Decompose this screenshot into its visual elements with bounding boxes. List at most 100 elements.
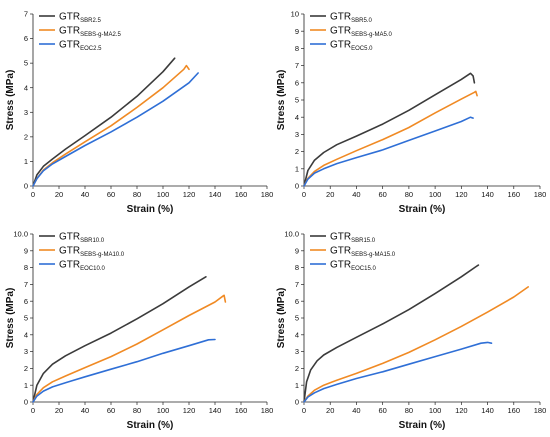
x-tick-label: 100: [157, 190, 170, 199]
chart-panel-4: 0 20 40 60 80 100 120 140 160 180 0 1 2 3 4 5 6 7 8 9 10.0 St…: [276, 230, 546, 431]
y-tick-label: 6: [295, 78, 299, 87]
y-tick-label: 5: [24, 59, 28, 68]
x-tick-label: 180: [534, 190, 547, 199]
y-tick-label: 2: [295, 147, 299, 156]
legend-name: GTR: [330, 12, 351, 23]
y-tick-label: 4: [295, 330, 299, 339]
y-tick-label: 2: [295, 364, 299, 373]
x-tick-label: 180: [534, 406, 547, 415]
series-line-3: [32, 72, 199, 187]
series-line-1: [32, 57, 176, 187]
y-tick-label: 0: [295, 398, 299, 407]
x-tick-label: 120: [183, 190, 196, 199]
legend-name: GTR: [59, 26, 80, 37]
y-tick-label: 3: [295, 347, 299, 356]
x-axis-title: Strain (%): [127, 420, 174, 431]
series-line-3: [303, 116, 474, 187]
y-tick-label: 1: [24, 381, 28, 390]
x-tick-label: 40: [81, 406, 89, 415]
x-tick-label: 0: [302, 190, 306, 199]
legend-entry: GTRSBR10.0: [59, 232, 105, 245]
y-tick-label: 6: [295, 297, 299, 306]
y-tick-label: 7: [24, 10, 28, 19]
legend-entry: GTREOC10.0: [59, 260, 105, 273]
series-line-1: [303, 72, 476, 187]
y-tick-label: 0: [24, 398, 28, 407]
legend-name: GTR: [59, 232, 80, 243]
y-tick-label: 3: [295, 130, 299, 139]
x-tick-label: 80: [405, 190, 413, 199]
y-tick-label: 5: [295, 96, 299, 105]
x-tick-label: 160: [235, 406, 248, 415]
x-axis-title: Strain (%): [399, 204, 446, 215]
legend-name: GTR: [59, 246, 80, 257]
series-line-2: [303, 286, 530, 403]
x-tick-label: 80: [405, 406, 413, 415]
y-tick-label: 2: [24, 132, 28, 141]
legend-subscript: SEBS-g-MA5.0: [351, 32, 392, 38]
y-tick-label: 9: [295, 27, 299, 36]
series-line-2: [32, 64, 190, 187]
x-tick-label: 60: [378, 190, 386, 199]
x-tick-label: 40: [352, 190, 360, 199]
y-axis-title: Stress (MPa): [5, 70, 16, 131]
x-axis-title: Strain (%): [399, 420, 446, 431]
chart-panel-2: 0 20 40 60 80 100 120 140 160 180 0 1 2 3 4 5 6 7 8 9 10 Stra…: [276, 10, 546, 215]
x-tick-label: 100: [429, 190, 442, 199]
y-tick-label: 1: [295, 381, 299, 390]
x-tick-label: 20: [55, 406, 63, 415]
x-tick-label: 140: [481, 190, 494, 199]
y-tick-label: 7: [295, 61, 299, 70]
legend-entry: GTREOC2.5: [59, 40, 102, 53]
legend-name: GTR: [330, 246, 351, 257]
y-tick-label: 4: [295, 113, 299, 122]
legend-name: GTR: [59, 40, 80, 51]
legend-entry: GTRSBR2.5: [59, 12, 101, 25]
x-tick-label: 0: [31, 190, 35, 199]
legend-entry: GTRSEBS-g-MA15.0: [330, 246, 396, 259]
y-axis-title: Stress (MPa): [276, 288, 287, 349]
series-line-1: [32, 275, 207, 403]
legend-entry: GTRSEBS-g-MA2.5: [59, 26, 121, 39]
series-line-2: [32, 294, 227, 403]
y-tick-label: 1: [24, 157, 28, 166]
y-axis-title: Stress (MPa): [276, 70, 287, 131]
legend-entry: GTRSBR15.0: [330, 232, 376, 245]
x-tick-label: 100: [429, 406, 442, 415]
x-tick-label: 60: [107, 190, 115, 199]
y-tick-label: 3: [24, 108, 28, 117]
legend-subscript: EOC5.0: [351, 46, 373, 52]
x-tick-label: 60: [378, 406, 386, 415]
x-tick-label: 40: [352, 406, 360, 415]
y-tick-label: 7: [24, 280, 28, 289]
x-tick-label: 120: [455, 190, 468, 199]
y-tick-label: 10.0: [13, 230, 28, 239]
y-tick-label: 4: [24, 83, 28, 92]
y-tick-label: 3: [24, 347, 28, 356]
y-tick-label: 9: [24, 246, 28, 255]
chart-panel-1: 0 20 40 60 80 100 120 140 160 180 0 1 2 3 4 5 6 7 Strain (…: [5, 10, 273, 215]
y-tick-label: 5: [295, 314, 299, 323]
x-tick-label: 60: [107, 406, 115, 415]
legend-name: GTR: [330, 260, 351, 271]
legend-subscript: SBR2.5: [80, 18, 101, 24]
series-line-3: [303, 341, 493, 403]
legend-entry: GTRSBR5.0: [330, 12, 372, 25]
y-tick-label: 5: [24, 314, 28, 323]
x-axis-title: Strain (%): [127, 204, 174, 215]
legend-entry: GTRSEBS-g-MA10.0: [59, 246, 125, 259]
x-tick-label: 140: [209, 190, 222, 199]
x-tick-label: 80: [133, 406, 141, 415]
y-tick-label: 0: [295, 182, 299, 191]
x-tick-label: 160: [508, 406, 521, 415]
x-tick-label: 40: [81, 190, 89, 199]
y-tick-label: 8: [295, 44, 299, 53]
y-tick-label: 2: [24, 364, 28, 373]
x-tick-label: 100: [157, 406, 170, 415]
x-tick-label: 0: [302, 406, 306, 415]
series-line-2: [303, 90, 478, 187]
y-axis-title: Stress (MPa): [5, 288, 16, 349]
legend-name: GTR: [59, 260, 80, 271]
legend-entry: GTREOC15.0: [330, 260, 376, 273]
